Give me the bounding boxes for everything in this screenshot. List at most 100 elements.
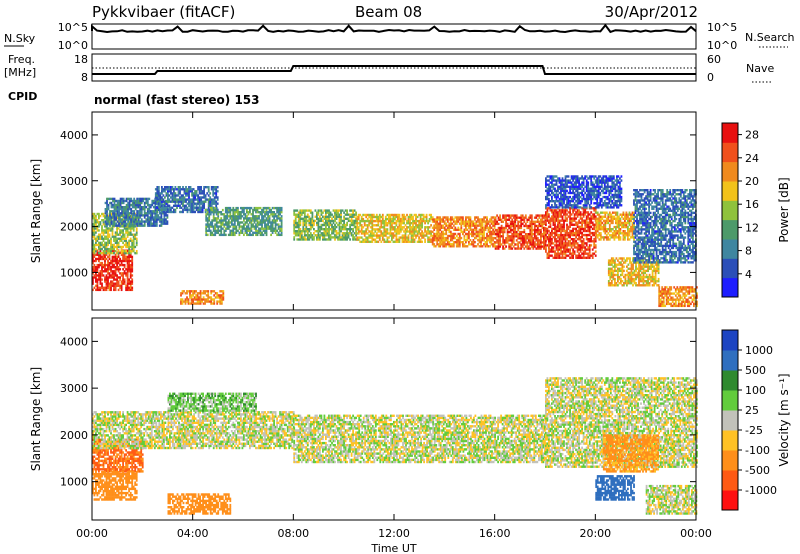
- heatmap-cell: [277, 217, 280, 220]
- heatmap-cell: [164, 186, 166, 189]
- heatmap-cell: [316, 238, 318, 241]
- heatmap-cell: [274, 219, 277, 222]
- heatmap-cell: [107, 237, 109, 240]
- heatmap-cell: [309, 223, 312, 227]
- heatmap-cell: [247, 206, 250, 210]
- heatmap-cell: [96, 280, 99, 283]
- heatmap-cell: [123, 259, 126, 263]
- heatmap-cell: [110, 212, 112, 216]
- heatmap-cell: [124, 199, 127, 203]
- heatmap-cell: [92, 288, 94, 292]
- heatmap-cell: [133, 224, 136, 227]
- heatmap-cell: [108, 247, 111, 251]
- heatmap-cell: [95, 259, 97, 263]
- heatmap-cell: [109, 201, 111, 205]
- heatmap-cell: [276, 229, 279, 232]
- heatmap-cell: [117, 221, 120, 224]
- heatmap-cell: [96, 219, 99, 222]
- heatmap-cell: [216, 300, 219, 303]
- heatmap-cell: [112, 214, 114, 217]
- heatmap-cell: [316, 223, 318, 227]
- heatmap-cell: [204, 290, 207, 293]
- heatmap-cell: [136, 224, 139, 227]
- heatmap-cell: [308, 221, 311, 225]
- heatmap-cell: [299, 223, 302, 227]
- heatmap-cell: [218, 233, 221, 237]
- heatmap-cell: [129, 237, 132, 240]
- heatmap-cell: [122, 255, 125, 259]
- heatmap-cell: [129, 231, 132, 234]
- heatmap-cell: [255, 206, 257, 210]
- heatmap-cell: [552, 242, 555, 245]
- heatmap-cell: [294, 213, 297, 216]
- heatmap-cell: [258, 206, 260, 210]
- heatmap-cell: [98, 235, 100, 238]
- heatmap-cell: [105, 243, 108, 247]
- heatmap-cell: [128, 261, 131, 265]
- heatmap-cell: [123, 252, 126, 255]
- heatmap-cell: [160, 218, 163, 221]
- heatmap-cell: [171, 210, 174, 214]
- heatmap-cell: [198, 296, 201, 299]
- heatmap-cell: [230, 219, 233, 222]
- heatmap-cell: [125, 203, 128, 207]
- heatmap-cell: [316, 217, 318, 220]
- heatmap-cell: [352, 230, 355, 233]
- heatmap-cell: [340, 213, 342, 216]
- heatmap-cell: [199, 302, 202, 305]
- heatmap-cell: [108, 276, 111, 279]
- heatmap-cell: [296, 234, 299, 237]
- heatmap-cell: [524, 239, 527, 242]
- heatmap-cell: [576, 223, 579, 226]
- heatmap-cell: [224, 208, 227, 212]
- heatmap-cell: [219, 300, 222, 303]
- heatmap-cell: [306, 232, 309, 235]
- heatmap-cell: [127, 208, 130, 211]
- heatmap-cell: [270, 208, 273, 212]
- heatmap-cell: [131, 227, 134, 230]
- heatmap-cell: [95, 237, 97, 240]
- heatmap-cell: [101, 241, 103, 245]
- heatmap-cell: [297, 238, 300, 241]
- heatmap-cell: [305, 230, 308, 233]
- heatmap-cell: [235, 219, 238, 222]
- heatmap-cell: [205, 231, 208, 234]
- heatmap-cell: [191, 202, 194, 205]
- heatmap-cell: [132, 233, 135, 236]
- heatmap-cell: [157, 202, 160, 205]
- heatmap-cell: [481, 222, 484, 225]
- heatmap-cell: [128, 203, 131, 207]
- heatmap-cell: [213, 188, 216, 191]
- heatmap-cell: [309, 232, 312, 235]
- heatmap-cell: [564, 240, 567, 243]
- heatmap-cell: [118, 218, 121, 221]
- heatmap-cell: [157, 188, 160, 191]
- heatmap-cell: [322, 236, 324, 239]
- heatmap-cell: [113, 282, 115, 285]
- heatmap-cell: [249, 206, 251, 210]
- heatmap-cell: [261, 208, 263, 212]
- heatmap-cell: [170, 210, 172, 214]
- heatmap-cell: [96, 268, 99, 271]
- heatmap-cell: [116, 217, 119, 220]
- heatmap-cell: [140, 197, 143, 201]
- heatmap-cell: [142, 220, 145, 223]
- heatmap-cell: [246, 231, 248, 234]
- heatmap-cell: [154, 188, 157, 191]
- heatmap-cell: [119, 276, 122, 279]
- heatmap-cell: [261, 213, 263, 216]
- heatmap-cell: [160, 220, 163, 223]
- heatmap-cell: [317, 223, 320, 227]
- heatmap-cell: [188, 192, 190, 195]
- heatmap-cell: [334, 234, 336, 237]
- heatmap-cell: [115, 222, 118, 225]
- heatmap-cell: [191, 198, 194, 201]
- heatmap-cell: [186, 292, 188, 295]
- heatmap-cell: [125, 250, 128, 253]
- heatmap-cell: [582, 252, 585, 255]
- heatmap-cell: [250, 221, 253, 224]
- heatmap-cell: [182, 196, 184, 199]
- heatmap-cell: [143, 201, 146, 205]
- heatmap-cell: [237, 208, 239, 212]
- heatmap-cell: [377, 240, 380, 243]
